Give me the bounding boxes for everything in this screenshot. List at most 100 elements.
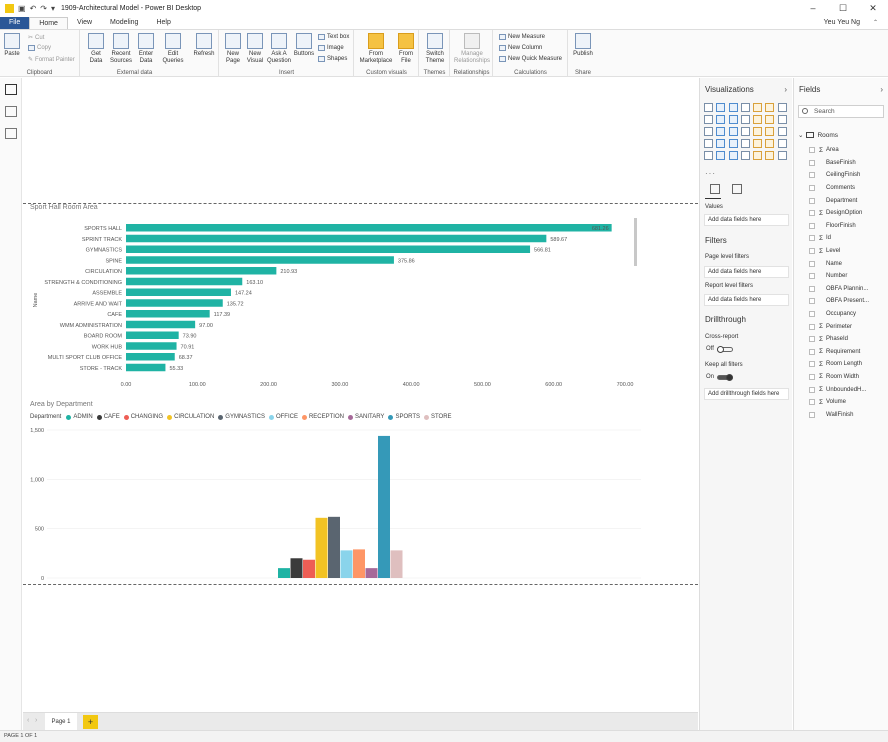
field-item[interactable]: Number <box>809 270 887 283</box>
field-checkbox[interactable] <box>809 373 815 380</box>
visual-type-icon[interactable] <box>704 115 713 124</box>
field-checkbox[interactable] <box>809 323 815 330</box>
visual-type-icon[interactable] <box>728 151 738 160</box>
format-paint-roller-icon[interactable] <box>732 184 742 194</box>
close-button[interactable]: ✕ <box>869 3 877 13</box>
model-view-icon[interactable] <box>5 128 17 139</box>
bar[interactable] <box>126 267 277 275</box>
column-bar[interactable] <box>378 435 390 578</box>
redo-icon[interactable]: ↷ <box>40 4 47 13</box>
field-item[interactable]: Department <box>809 194 887 207</box>
chevron-right-icon[interactable]: › <box>784 85 787 94</box>
area-by-department-chart[interactable]: 0 500 1,000 1,500 <box>23 424 663 584</box>
report-view-icon[interactable] <box>5 84 17 95</box>
fields-search-input[interactable]: Search <box>798 105 884 118</box>
manage-relationships-button[interactable]: Manage Relationships <box>453 33 491 65</box>
bar[interactable] <box>126 245 531 254</box>
refresh-button[interactable]: Refresh <box>191 33 217 58</box>
legend-item[interactable]: STORE <box>424 414 452 420</box>
keep-filters-toggle[interactable]: On <box>706 373 734 381</box>
field-item[interactable]: Σ Level <box>809 245 887 258</box>
visual-type-icon[interactable] <box>704 103 713 112</box>
cut-button[interactable]: ✂ Cut <box>28 34 45 42</box>
field-checkbox[interactable] <box>809 248 815 255</box>
visual-type-icon[interactable] <box>765 103 775 112</box>
image-button[interactable]: Image <box>318 45 344 51</box>
field-checkbox[interactable] <box>809 210 815 217</box>
bar[interactable] <box>126 277 243 286</box>
visual-type-icon[interactable] <box>753 115 763 124</box>
bar[interactable] <box>126 331 179 340</box>
field-item[interactable]: Σ Room Width <box>809 371 887 384</box>
visual-type-icon[interactable] <box>704 127 713 136</box>
visual-type-icon[interactable] <box>753 139 763 148</box>
data-view-icon[interactable] <box>5 106 17 117</box>
visual-type-icon[interactable] <box>740 115 750 124</box>
ask-question-button[interactable]: Ask A Question <box>266 33 292 65</box>
legend-item[interactable]: SPORTS <box>388 414 420 420</box>
field-item[interactable]: OBFA Plannin... <box>809 283 887 296</box>
field-checkbox[interactable] <box>809 159 815 166</box>
field-item[interactable]: Comments <box>809 182 887 195</box>
visual-type-icon[interactable] <box>777 103 787 112</box>
column-bar[interactable] <box>278 568 290 578</box>
visual-type-icon[interactable] <box>777 139 787 148</box>
qat-dropdown-icon[interactable]: ▾ <box>50 4 55 13</box>
visual-type-icon[interactable] <box>728 127 738 136</box>
field-item[interactable]: Σ DesignOption <box>809 207 887 220</box>
visual-type-icon[interactable] <box>765 127 775 136</box>
visual-type-icon[interactable] <box>716 127 726 136</box>
field-item[interactable]: FloorFinish <box>809 220 887 233</box>
visual-type-icon[interactable] <box>740 151 750 160</box>
field-checkbox[interactable] <box>809 411 815 418</box>
bar[interactable] <box>126 234 547 243</box>
user-name[interactable]: Yeu Yeu Ng <box>823 19 860 26</box>
visual-type-icon[interactable] <box>777 115 787 124</box>
tab-modeling[interactable]: Modeling <box>110 19 139 26</box>
scrollbar-thumb[interactable] <box>634 218 637 266</box>
column-bar[interactable] <box>340 550 353 578</box>
shapes-button[interactable]: Shapes <box>318 56 347 62</box>
tab-help[interactable]: Help <box>156 19 171 26</box>
format-painter-button[interactable]: ✎ Format Painter <box>28 56 75 64</box>
switch-theme-button[interactable]: Switch Theme <box>422 33 448 65</box>
field-checkbox[interactable] <box>809 273 815 280</box>
legend-item[interactable]: ADMIN <box>66 414 93 420</box>
bar[interactable] <box>126 320 196 329</box>
visual-type-icon[interactable] <box>704 139 713 148</box>
cross-report-toggle[interactable]: Off <box>706 345 733 353</box>
visual-type-icon[interactable] <box>716 103 726 112</box>
field-item[interactable]: Σ Area <box>809 144 887 157</box>
tab-view[interactable]: View <box>76 19 93 26</box>
buttons-button[interactable]: Buttons <box>292 33 316 58</box>
visual-type-icon[interactable] <box>740 139 750 148</box>
field-item[interactable]: Σ Volume <box>809 396 887 409</box>
field-checkbox[interactable] <box>809 260 815 267</box>
legend-item[interactable]: CAFE <box>96 414 120 420</box>
column-bar[interactable] <box>303 559 315 578</box>
visual-type-icon[interactable] <box>777 151 787 160</box>
fields-tab-icon[interactable] <box>710 184 720 194</box>
field-item[interactable]: WallFinish <box>809 408 887 421</box>
field-checkbox[interactable] <box>809 172 815 179</box>
visual-type-icon[interactable] <box>753 151 763 160</box>
table-node-rooms[interactable]: ⌄ Rooms <box>798 131 838 140</box>
field-item[interactable]: Σ Id <box>809 232 887 245</box>
visual-type-icon[interactable] <box>728 115 738 124</box>
chevron-right-icon[interactable]: › <box>880 85 883 94</box>
chevron-down-icon[interactable]: ⌄ <box>798 132 804 139</box>
bar[interactable] <box>126 299 223 307</box>
visual-type-icon[interactable] <box>777 127 787 136</box>
prev-page-icon[interactable]: ‹ <box>27 717 30 724</box>
field-item[interactable]: Σ Perimeter <box>809 320 887 333</box>
visual-type-icon[interactable] <box>728 103 738 112</box>
minimize-button[interactable]: – <box>810 3 816 13</box>
new-column-button[interactable]: New Column <box>499 45 542 51</box>
tab-file[interactable]: File <box>0 17 30 29</box>
page-tab[interactable]: Page 1 <box>45 713 77 731</box>
drillthrough-well[interactable]: Add drillthrough fields here <box>704 388 789 400</box>
bar[interactable] <box>126 310 210 318</box>
column-bar[interactable] <box>328 516 340 578</box>
field-item[interactable]: Name <box>809 257 887 270</box>
visual-type-icon[interactable] <box>753 127 763 136</box>
